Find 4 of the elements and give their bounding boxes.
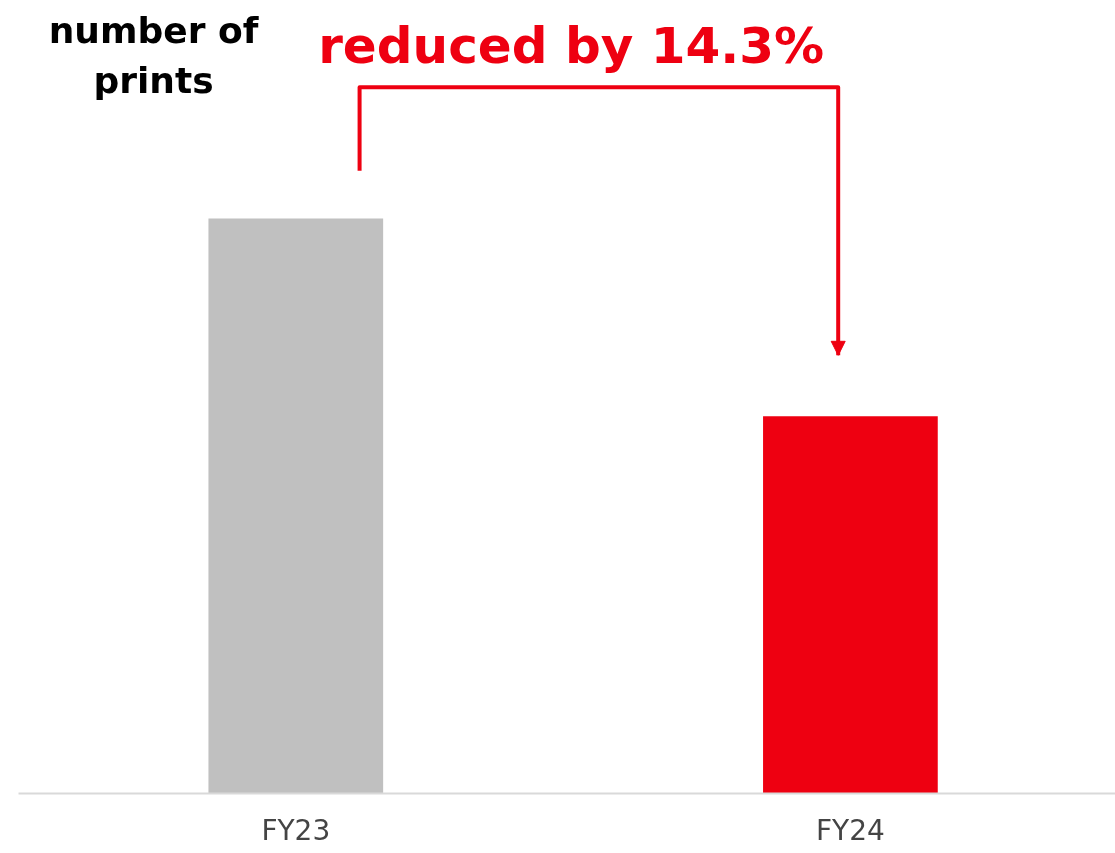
x-tick-label: FY23 xyxy=(261,813,331,847)
text: reduced by 14.3% xyxy=(318,16,825,75)
y-axis-title: number of prints xyxy=(48,10,259,101)
x-tick-label: FY24 xyxy=(815,813,885,847)
